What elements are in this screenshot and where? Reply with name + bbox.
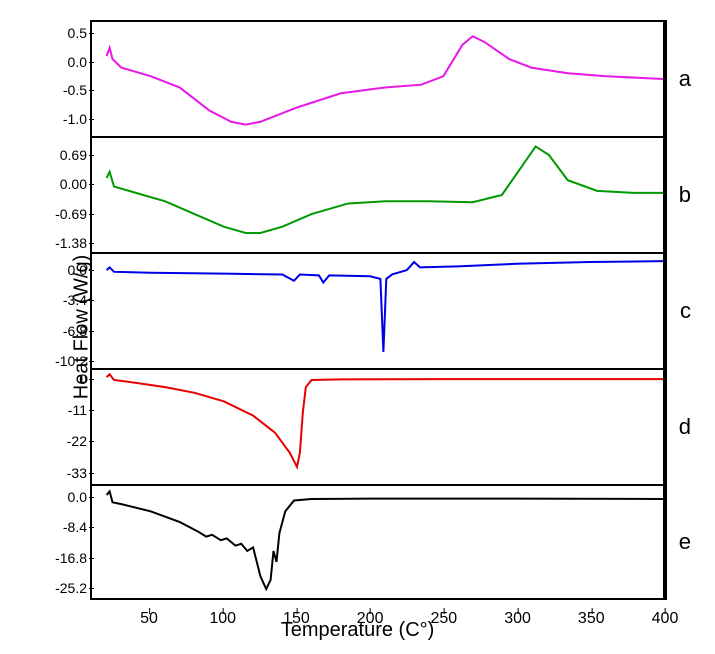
y-tick-label: -3.4 bbox=[32, 292, 87, 308]
y-tick-label: 0.5 bbox=[32, 25, 87, 41]
panels-stack: a0.50.0-0.5-1.0b0.690.00-0.69-1.38c0.0-3… bbox=[90, 20, 667, 600]
panel-label-a: a bbox=[679, 66, 691, 92]
curve-d bbox=[92, 370, 663, 484]
y-tick-label: 0.00 bbox=[32, 176, 87, 192]
panel-c: c0.0-3.4-6.8-10.2 bbox=[90, 252, 665, 368]
panel-label-e: e bbox=[679, 529, 691, 555]
y-tick-label: 0 bbox=[32, 371, 87, 387]
x-tick-label: 400 bbox=[652, 610, 679, 628]
x-tick-label: 300 bbox=[504, 610, 531, 628]
y-ticks-c: 0.0 -3.4 -6.8 -10.2 bbox=[32, 254, 87, 368]
y-tick-label: -25.2 bbox=[32, 580, 87, 596]
panel-label-c: c bbox=[680, 298, 691, 324]
y-tick-label: -33 bbox=[32, 465, 87, 481]
y-tick-label: 0.0 bbox=[32, 489, 87, 505]
panel-label-b: b bbox=[679, 182, 691, 208]
panel-d: d0-11-22-33 bbox=[90, 368, 665, 484]
y-tick-label: -11 bbox=[32, 402, 87, 418]
curve-e bbox=[92, 486, 663, 598]
x-tick-label: 100 bbox=[209, 610, 236, 628]
y-tick-label: 0.69 bbox=[32, 147, 87, 163]
curve-b bbox=[92, 138, 663, 252]
y-tick-label: -16.8 bbox=[32, 550, 87, 566]
y-tick-label: -22 bbox=[32, 433, 87, 449]
y-ticks-e: 0.0 -8.4 -16.8 -25.2 bbox=[32, 486, 87, 598]
y-ticks-a: 0.5 0.0 -0.5 -1.0 bbox=[32, 22, 87, 136]
panel-e: e0.0-8.4-16.8-25.2 bbox=[90, 484, 665, 600]
curve-a bbox=[92, 22, 663, 136]
curve-c bbox=[92, 254, 663, 368]
panel-a: a0.50.0-0.5-1.0 bbox=[90, 20, 665, 136]
y-tick-label: 0.0 bbox=[32, 262, 87, 278]
x-tick-label: 350 bbox=[578, 610, 605, 628]
y-tick-label: -1.38 bbox=[32, 235, 87, 251]
dsc-chart: Heat Flow (W/g) a0.50.0-0.5-1.0b0.690.00… bbox=[10, 10, 705, 644]
x-tick-label: 50 bbox=[140, 610, 158, 628]
y-tick-label: -1.0 bbox=[32, 111, 87, 127]
y-ticks-b: 0.69 0.00 -0.69 -1.38 bbox=[32, 138, 87, 252]
y-tick-label: -8.4 bbox=[32, 519, 87, 535]
y-tick-label: 0.0 bbox=[32, 54, 87, 70]
panel-b: b0.690.00-0.69-1.38 bbox=[90, 136, 665, 252]
y-tick-label: -0.5 bbox=[32, 82, 87, 98]
y-ticks-d: 0 -11 -22 -33 bbox=[32, 370, 87, 484]
y-tick-label: -6.8 bbox=[32, 323, 87, 339]
panel-label-d: d bbox=[679, 414, 691, 440]
y-tick-label: -10.2 bbox=[32, 353, 87, 369]
y-tick-label: -0.69 bbox=[32, 206, 87, 222]
x-tick-label: 250 bbox=[430, 610, 457, 628]
x-axis-label: Temperature (C°) bbox=[281, 619, 435, 642]
